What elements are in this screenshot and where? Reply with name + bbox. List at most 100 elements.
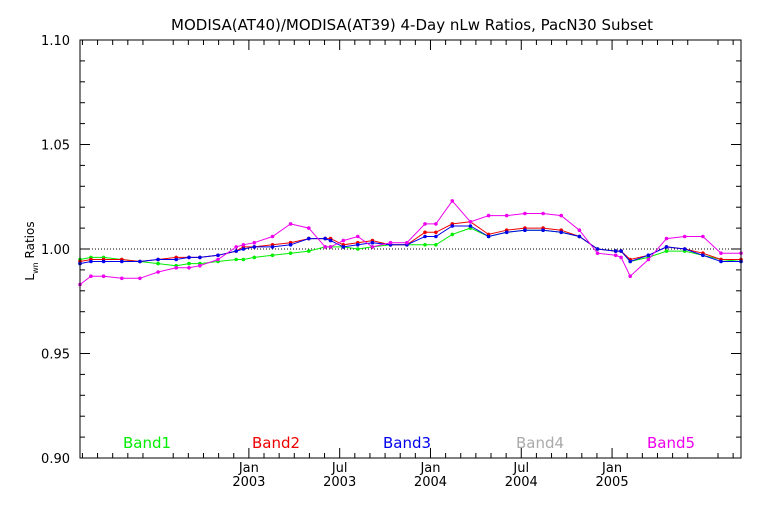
data-point (307, 249, 311, 253)
data-point (423, 222, 427, 226)
data-point (174, 266, 178, 270)
data-point (595, 247, 600, 251)
y-axis-label-main: L (23, 274, 37, 281)
data-point (504, 213, 509, 218)
legend-band2: Band2 (252, 434, 300, 452)
data-point (138, 276, 142, 281)
data-point (504, 230, 509, 235)
y-tick-label: 0.95 (41, 348, 70, 363)
data-point (252, 255, 257, 260)
data-point (434, 230, 438, 235)
series-line (79, 227, 742, 267)
data-point (486, 213, 491, 218)
data-point (613, 253, 618, 258)
data-point (356, 243, 360, 247)
data-point (434, 243, 438, 247)
legend: Band1 Band2 Band3 Band4 Band5 (123, 434, 695, 452)
y-axis-label-sub: wn (31, 262, 40, 274)
data-point (701, 253, 705, 258)
data-point (450, 224, 455, 228)
x-tick-label-year: 2003 (323, 475, 356, 490)
x-tick-label-year: 2004 (414, 475, 447, 490)
x-tick-label-year: 2004 (505, 475, 538, 490)
data-point (595, 251, 600, 255)
data-point (234, 245, 238, 249)
data-point (89, 259, 93, 264)
data-point (450, 199, 455, 203)
y-tick-label: 0.90 (41, 452, 70, 467)
data-point (156, 257, 160, 262)
data-point (619, 255, 623, 260)
data-point (370, 245, 375, 249)
series-band5 (78, 199, 743, 287)
data-point (307, 226, 311, 230)
data-point (423, 243, 427, 247)
data-point (156, 270, 160, 274)
data-point (216, 257, 220, 262)
data-point (719, 251, 723, 255)
data-point (523, 211, 527, 216)
data-point (613, 249, 618, 253)
data-point (664, 249, 669, 253)
data-point (577, 234, 582, 239)
data-point (682, 234, 687, 239)
data-point (89, 274, 93, 279)
x-tick-label-month: Jan (601, 461, 622, 476)
data-point (341, 245, 346, 249)
data-point (120, 259, 124, 264)
data-point (187, 261, 191, 266)
data-point (423, 234, 427, 239)
data-point (559, 213, 563, 218)
y-tick-label: 1.05 (41, 139, 70, 154)
y-tick-label: 1.10 (41, 34, 70, 49)
data-point (216, 253, 220, 258)
data-point (307, 236, 311, 241)
data-point (198, 255, 202, 260)
data-point (323, 245, 328, 249)
data-point (270, 234, 275, 239)
data-point (405, 240, 409, 245)
data-point (328, 245, 333, 249)
axes: 0.900.951.001.051.10Jan2003Jul2003Jan200… (41, 34, 742, 490)
data-point (646, 253, 651, 258)
data-point (719, 259, 723, 264)
data-point (468, 224, 473, 228)
data-point (468, 220, 473, 224)
data-point (356, 247, 360, 251)
data-point (450, 232, 455, 237)
legend-band5: Band5 (647, 434, 695, 452)
data-point (434, 222, 438, 226)
data-point (156, 261, 160, 266)
data-point (619, 249, 623, 253)
data-point (234, 257, 238, 262)
data-point (241, 243, 246, 247)
data-point (646, 257, 651, 262)
data-point (174, 257, 178, 262)
series-line (79, 221, 741, 263)
data-point (356, 234, 360, 239)
y-tick-label: 1.00 (41, 243, 70, 258)
data-point (120, 276, 124, 281)
x-tick-label-year: 2005 (596, 475, 629, 490)
series-layer (78, 199, 743, 287)
x-tick-label-month: Jul (512, 461, 529, 476)
data-point (252, 240, 257, 245)
svg-text:Lwn Ratios: Lwn Ratios (23, 221, 40, 280)
y-axis-label: Lwn Ratios (23, 221, 40, 280)
data-point (198, 263, 202, 268)
data-point (187, 255, 191, 260)
data-point (388, 240, 393, 245)
data-point (241, 247, 246, 251)
data-point (577, 228, 582, 232)
data-point (664, 236, 669, 241)
data-point (323, 236, 328, 241)
data-point (101, 259, 106, 264)
data-point (241, 257, 246, 262)
data-point (559, 230, 563, 235)
series-band3 (78, 224, 743, 266)
data-point (370, 240, 375, 245)
data-point (541, 228, 545, 232)
data-point (434, 234, 438, 239)
data-point (628, 259, 632, 264)
